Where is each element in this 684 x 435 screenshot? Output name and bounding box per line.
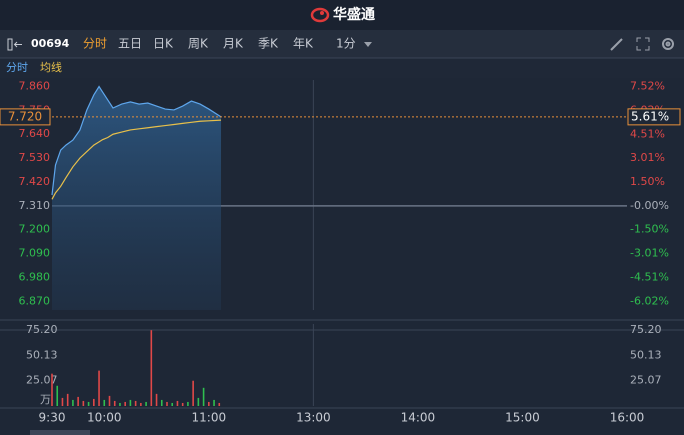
period-tab[interactable]: 年K	[293, 37, 314, 51]
scrollbar[interactable]	[30, 430, 90, 435]
price-line	[51, 85, 222, 196]
x-tick-label: 14:00	[401, 411, 436, 425]
fullscreen-icon[interactable]	[636, 37, 650, 51]
y-tick-label: 75.20	[26, 323, 58, 336]
y-tick-label: 25.07	[26, 374, 58, 387]
stock-code: 00694	[31, 37, 70, 50]
y2-tick-label: 3.01%	[630, 151, 665, 164]
y2-tick-label: 7.52%	[630, 80, 665, 93]
toolbar	[0, 30, 684, 58]
volume-bar	[208, 401, 210, 406]
dropdown-arrow[interactable]	[364, 42, 372, 47]
x-tick-label: 9:30	[39, 411, 66, 425]
volume-bar	[103, 399, 106, 406]
last-price-label: 7.720	[8, 109, 42, 123]
y2-tick-label: -0.00%	[630, 199, 669, 212]
volume-bar	[150, 330, 153, 406]
draw-icon[interactable]	[610, 38, 623, 51]
legend-bar	[0, 59, 684, 78]
period-tab[interactable]: 月K	[223, 37, 244, 51]
y2-tick-label: 75.20	[630, 323, 662, 336]
y2-tick-label: -6.02%	[630, 294, 669, 307]
interval-select[interactable]: 1分	[336, 37, 356, 51]
x-tick-label: 15:00	[505, 411, 540, 425]
volume-bar	[155, 393, 158, 406]
period-tab[interactable]: 五日	[118, 37, 142, 51]
volume-bar	[140, 402, 142, 406]
volume-bar	[171, 402, 174, 406]
y-tick-label: 50.13	[26, 348, 58, 361]
volume-bar	[72, 399, 74, 406]
settings-icon[interactable]	[662, 38, 674, 50]
average-line	[51, 119, 222, 200]
period-tab[interactable]: 周K	[188, 37, 209, 51]
legend-entry[interactable]: 分时	[6, 61, 28, 74]
x-tick-label: 16:00	[610, 411, 645, 425]
volume-bar	[187, 401, 189, 406]
legend-entry[interactable]: 均线	[40, 60, 62, 74]
volume-bar	[98, 370, 100, 406]
volume-bar	[181, 402, 184, 406]
price-area	[52, 86, 222, 311]
y-tick-label: 7.200	[19, 223, 51, 236]
volume-bar	[166, 401, 168, 406]
volume-bar	[145, 401, 147, 406]
y2-tick-label: -4.51%	[630, 270, 669, 283]
y-tick-label: 7.640	[19, 127, 51, 140]
volume-bar	[82, 400, 85, 406]
volume-bar	[134, 400, 137, 406]
volume-bar	[124, 401, 126, 406]
y2-tick-label: 50.13	[630, 348, 662, 361]
y-tick-label: 7.860	[19, 80, 51, 93]
volume-bar	[129, 399, 132, 406]
volume-bar	[87, 401, 90, 406]
volume-bar	[213, 399, 215, 406]
y-tick-label: 6.870	[19, 294, 51, 307]
volume-bar	[192, 380, 194, 406]
volume-bar	[176, 400, 179, 406]
volume-bar	[119, 402, 121, 406]
exit-icon[interactable]	[7, 38, 22, 51]
volume-bar	[93, 398, 95, 406]
app-title: 华盛通	[333, 6, 375, 23]
y-tick-label: 6.980	[19, 270, 51, 283]
top-bar	[0, 0, 684, 30]
volume-unit: 万	[40, 393, 51, 406]
volume-bar	[197, 397, 200, 406]
volume-bar	[108, 395, 111, 406]
volume-bar	[56, 385, 59, 406]
last-price-box	[0, 108, 51, 126]
period-tab[interactable]: 日K	[153, 37, 174, 51]
volume-bar	[218, 402, 221, 406]
volume-bar	[51, 373, 53, 406]
period-tab[interactable]: 分时	[83, 37, 107, 51]
x-tick-label: 11:00	[192, 411, 227, 425]
x-tick-label: 10:00	[87, 411, 122, 425]
y2-tick-label: 1.50%	[630, 175, 665, 188]
volume-bar	[66, 393, 69, 406]
y2-tick-label: 25.07	[630, 374, 662, 387]
volume-bar	[160, 399, 163, 406]
y-tick-label: 7.310	[19, 199, 51, 212]
y2-tick-label: 4.51%	[630, 127, 665, 140]
y2-tick-label: -1.50%	[630, 223, 669, 236]
volume-bar	[113, 400, 116, 406]
x-tick-label: 13:00	[296, 411, 331, 425]
y-tick-label: 7.420	[19, 175, 51, 188]
y2-tick-label: -3.01%	[630, 247, 669, 260]
volume-bar	[202, 387, 205, 406]
last-change-label: 5.61%	[631, 109, 669, 123]
logo-icon	[310, 7, 330, 23]
volume-bar	[61, 397, 64, 406]
y-tick-label: 7.090	[19, 247, 51, 260]
period-tab[interactable]: 季K	[258, 37, 279, 51]
volume-bar	[77, 396, 79, 406]
last-change-box	[627, 108, 681, 126]
y-tick-label: 7.530	[19, 151, 51, 164]
